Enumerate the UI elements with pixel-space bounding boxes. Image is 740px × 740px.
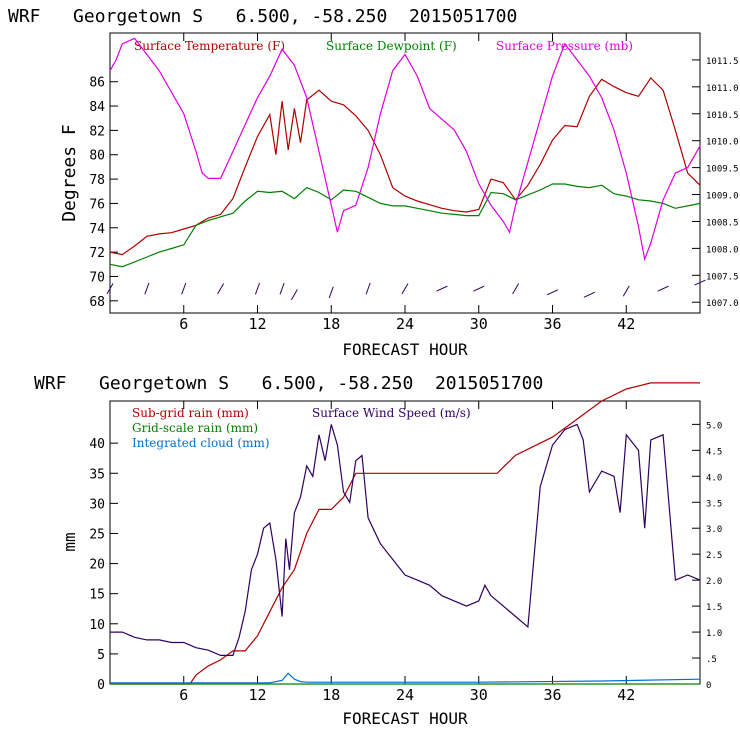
y-tick-label: 86 (89, 76, 105, 91)
x-tick-label: 12 (248, 686, 266, 704)
x-tick-label: 6 (179, 315, 188, 333)
wind-barb (328, 286, 334, 299)
wind-barb (365, 282, 371, 295)
y2-tick-label: 1011.0 (706, 84, 739, 94)
y2-tick-label: 1010.5 (706, 111, 739, 121)
series-line-1-3 (110, 672, 701, 684)
top-series-group (106, 37, 706, 301)
x-tick-label: 24 (396, 315, 414, 333)
y-tick-label: 84 (89, 100, 105, 115)
top-axes: 6 12 18 24 30 36 42 68 70 72 74 76 78 80 82 84 86 1007.0 1… (89, 33, 739, 333)
legend-entry: Integrated cloud (mm) (132, 436, 270, 450)
y2-tick-label: 4.5 (706, 447, 722, 457)
top-x-axis-label: FORECAST HOUR (342, 340, 468, 359)
bottom-legend: Sub-grid rain (mm) Surface Wind Speed (m/… (132, 406, 471, 450)
y-tick-label: 82 (89, 124, 105, 139)
wind-barb (254, 282, 261, 295)
y2-tick-label: 3.5 (706, 499, 722, 509)
top-legend: Surface Temperature (F) Surface Dewpoint … (134, 39, 633, 53)
wind-barb (436, 285, 448, 292)
y2-tick-label: 1009.5 (706, 165, 739, 175)
y2-tick-label: 1.0 (706, 629, 722, 639)
y-tick-label: 74 (89, 222, 105, 237)
wind-barb (144, 282, 150, 295)
wind-barb (290, 289, 298, 301)
x-tick-label: 24 (396, 686, 414, 704)
y2-tick-label: 3.0 (706, 525, 722, 535)
y2-tick-label: 0 (706, 681, 711, 691)
y2-tick-label: 1008.5 (706, 218, 739, 228)
x-tick-label: 42 (617, 315, 635, 333)
y-tick-label: 72 (89, 246, 105, 261)
y2-tick-label: 1007.0 (706, 299, 739, 309)
bottom-y-axis-label: mm (60, 532, 79, 551)
wind-barb (694, 279, 706, 286)
y-tick-label: 76 (89, 197, 105, 212)
bottom-x-axis-label: FORECAST HOUR (342, 709, 468, 728)
wind-barb (473, 285, 485, 292)
y2-tick-label: 4.0 (706, 473, 722, 483)
wind-barb (657, 285, 669, 292)
wind-barb (512, 283, 520, 295)
legend-entry: Surface Wind Speed (m/s) (312, 406, 471, 420)
x-tick-label: 18 (322, 686, 340, 704)
wind-barb (401, 283, 409, 295)
y-tick-label: 80 (89, 149, 105, 164)
series-line-0-0 (109, 77, 701, 256)
legend-entry: Surface Dewpoint (F) (326, 39, 457, 53)
y-tick-label: 78 (89, 173, 105, 188)
y2-tick-label: 5.0 (706, 421, 722, 431)
series-line-0-2 (109, 37, 701, 262)
y2-tick-label: 1008.0 (706, 245, 739, 255)
x-tick-label: 42 (617, 686, 635, 704)
x-tick-label: 30 (470, 315, 488, 333)
y-tick-label: 20 (89, 558, 105, 573)
y-tick-label: 0 (97, 678, 105, 693)
bottom-series-group (110, 382, 701, 685)
x-tick-label: 36 (543, 686, 561, 704)
x-tick-label: 30 (470, 686, 488, 704)
y2-tick-label: 1.5 (706, 603, 722, 613)
wind-barb (106, 283, 114, 295)
wind-barb (546, 289, 559, 296)
x-tick-label: 6 (179, 686, 188, 704)
y-tick-label: 70 (89, 270, 105, 285)
wind-barb (217, 283, 225, 295)
y-tick-label: 68 (89, 295, 105, 310)
y2-tick-label: 1009.0 (706, 192, 739, 202)
y2-tick-label: 2.5 (706, 551, 722, 561)
y2-tick-label: 1011.5 (706, 57, 739, 67)
x-tick-label: 18 (322, 315, 340, 333)
y-tick-label: 15 (89, 588, 105, 603)
y-tick-label: 10 (89, 618, 105, 633)
y2-tick-label: 2.0 (706, 577, 722, 587)
series-line-1-0 (110, 382, 700, 685)
y-tick-label: 35 (89, 467, 105, 482)
y2-tick-label: 1007.5 (706, 272, 739, 282)
series-line-1-1 (110, 423, 701, 657)
y-tick-label: 5 (97, 648, 105, 663)
bottom-chart-title: WRF Georgetown S 6.500, -58.250 20150517… (34, 373, 543, 394)
y-tick-label: 25 (89, 527, 105, 542)
legend-entry: Grid-scale rain (mm) (132, 421, 258, 435)
series-line-0-1 (109, 183, 701, 268)
wind-barb (622, 285, 630, 297)
top-y-axis-label: Degrees F (59, 124, 80, 222)
wind-barb (583, 291, 596, 298)
legend-entry: Sub-grid rain (mm) (132, 406, 249, 420)
y2-tick-label: 1010.0 (706, 138, 739, 148)
y2-tick-label: .5 (706, 655, 717, 665)
top-plot-frame (109, 32, 701, 314)
top-chart-title: WRF Georgetown S 6.500, -58.250 20150517… (8, 6, 517, 27)
wind-barb (279, 282, 285, 295)
x-tick-label: 12 (248, 315, 266, 333)
legend-entry: Surface Temperature (F) (134, 39, 285, 53)
y-tick-label: 30 (89, 497, 105, 512)
x-tick-label: 36 (543, 315, 561, 333)
wind-barb (181, 282, 187, 295)
y-tick-label: 40 (89, 437, 105, 452)
bottom-axes: 6 12 18 24 30 36 42 0 5 10 15 20 25 30 35 40 0 .5 1.0 1.5 2.… (89, 401, 722, 704)
